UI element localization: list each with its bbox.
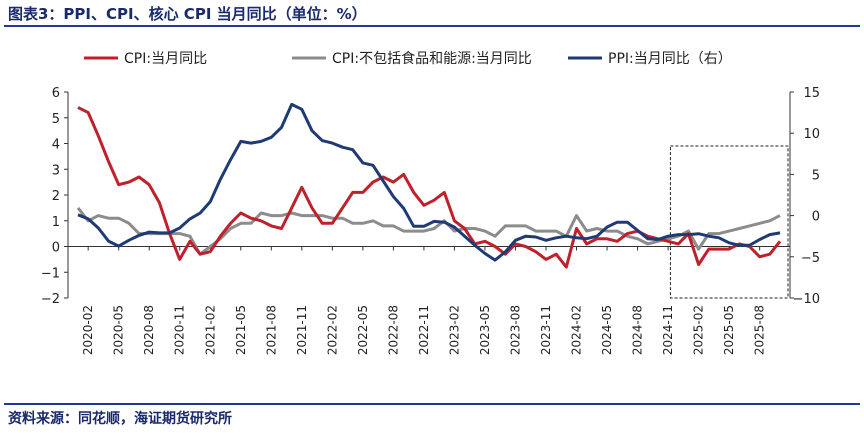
y-tick-label-right: −10 <box>793 292 820 307</box>
x-tick-label: 2025-08 <box>753 305 767 355</box>
x-tick-label: 2021-08 <box>264 305 278 355</box>
title-rule <box>4 25 860 27</box>
x-tick-label: 2025-02 <box>692 305 706 355</box>
y-tick-label-left: −2 <box>41 292 60 307</box>
source-rule <box>4 403 860 405</box>
figure-title: 图表3：PPI、CPI、核心 CPI 当月同比（单位：%） <box>8 5 367 23</box>
x-tick-label: 2024-05 <box>600 305 614 355</box>
chart-series <box>76 102 782 269</box>
x-tick-label: 2023-08 <box>508 305 522 355</box>
x-tick-label: 2020-02 <box>81 305 95 355</box>
series-line-cpi <box>77 106 782 269</box>
x-tick-label: 2022-11 <box>417 305 431 355</box>
y-tick-label-right: 10 <box>803 127 820 142</box>
series-line-core-cpi <box>76 206 781 256</box>
y-tick-label-right: −5 <box>801 251 820 266</box>
x-tick-label: 2021-11 <box>295 305 309 355</box>
x-tick-label: 2023-11 <box>539 305 553 355</box>
y-tick-label-right: 15 <box>803 86 820 101</box>
x-tick-label: 2020-08 <box>142 305 156 355</box>
x-tick-label: 2024-11 <box>661 305 675 355</box>
y-tick-label-left: 1 <box>52 215 60 230</box>
y-tick-label-left: 6 <box>52 86 60 101</box>
legend-label-core-cpi: CPI:不包括食品和能源:当月同比 <box>332 50 532 67</box>
chart-legend: CPI:当月同比 CPI:不包括食品和能源:当月同比 PPI:当月同比（右） <box>84 50 732 67</box>
source-note: 资料来源：同花顺，海证期货研究所 <box>8 411 232 427</box>
x-tick-label: 2022-05 <box>356 305 370 355</box>
x-tick-label: 2022-08 <box>386 305 400 355</box>
y-tick-label-left: −1 <box>41 266 60 281</box>
y-tick-label-left: 2 <box>52 189 60 204</box>
x-tick-label: 2020-11 <box>173 305 187 355</box>
y-tick-label-right: 0 <box>812 210 820 225</box>
y-tick-label-left: 5 <box>52 112 60 127</box>
series-line-ppi <box>77 102 781 262</box>
x-tick-label: 2023-02 <box>447 305 461 355</box>
y-tick-label-right: 5 <box>812 168 820 183</box>
y-tick-label-left: 3 <box>52 163 60 178</box>
y-tick-label-left: 0 <box>52 241 60 256</box>
legend-label-ppi: PPI:当月同比（右） <box>608 51 732 67</box>
x-tick-label: 2023-05 <box>478 305 492 355</box>
legend-label-cpi: CPI:当月同比 <box>124 51 207 67</box>
x-tick-label: 2024-02 <box>570 305 584 355</box>
x-tick-label: 2024-08 <box>631 305 645 355</box>
x-tick-label: 2025-05 <box>722 305 736 355</box>
x-tick-label: 2021-05 <box>234 305 248 355</box>
x-tick-label: 2020-05 <box>112 305 126 355</box>
x-tick-label: 2022-02 <box>325 305 339 355</box>
line-chart: CPI:当月同比 CPI:不包括食品和能源:当月同比 PPI:当月同比（右） −2 −… <box>41 50 820 355</box>
y-tick-label-left: 4 <box>52 138 60 153</box>
x-tick-label: 2021-02 <box>203 305 217 355</box>
